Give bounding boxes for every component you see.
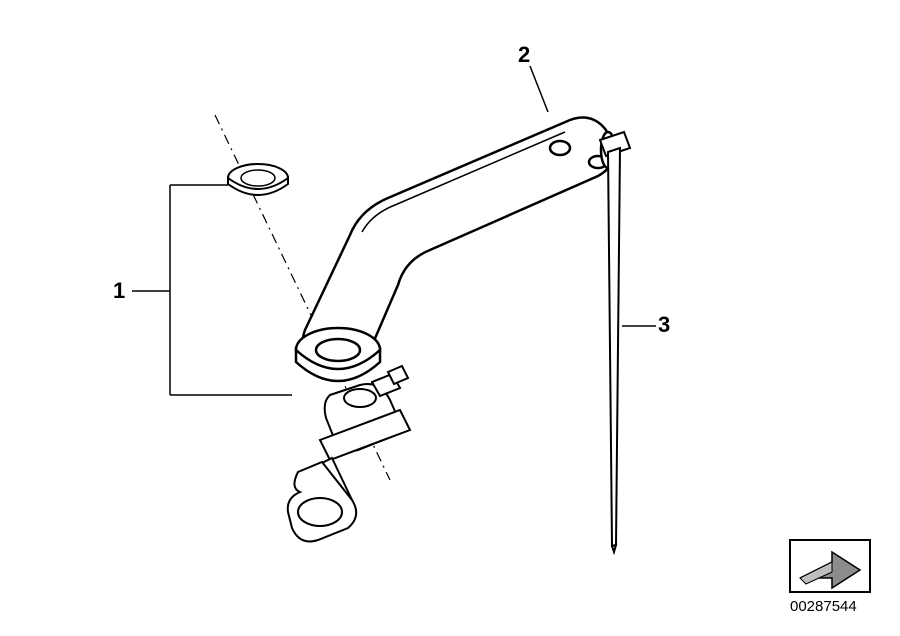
corner-nav-icon <box>790 540 870 592</box>
cable-tie <box>600 132 630 552</box>
bracket-arm <box>296 118 615 381</box>
part-number: 00287544 <box>790 598 857 615</box>
callout-1: 1 <box>113 278 125 304</box>
callout-bracket-1 <box>170 185 292 395</box>
diagram-svg <box>0 0 900 636</box>
callout-3: 3 <box>658 312 670 338</box>
washer <box>228 164 288 195</box>
sensor-connector <box>288 366 410 542</box>
diagram-stage: 1 2 3 00287544 <box>0 0 900 636</box>
callout-2: 2 <box>518 42 530 68</box>
